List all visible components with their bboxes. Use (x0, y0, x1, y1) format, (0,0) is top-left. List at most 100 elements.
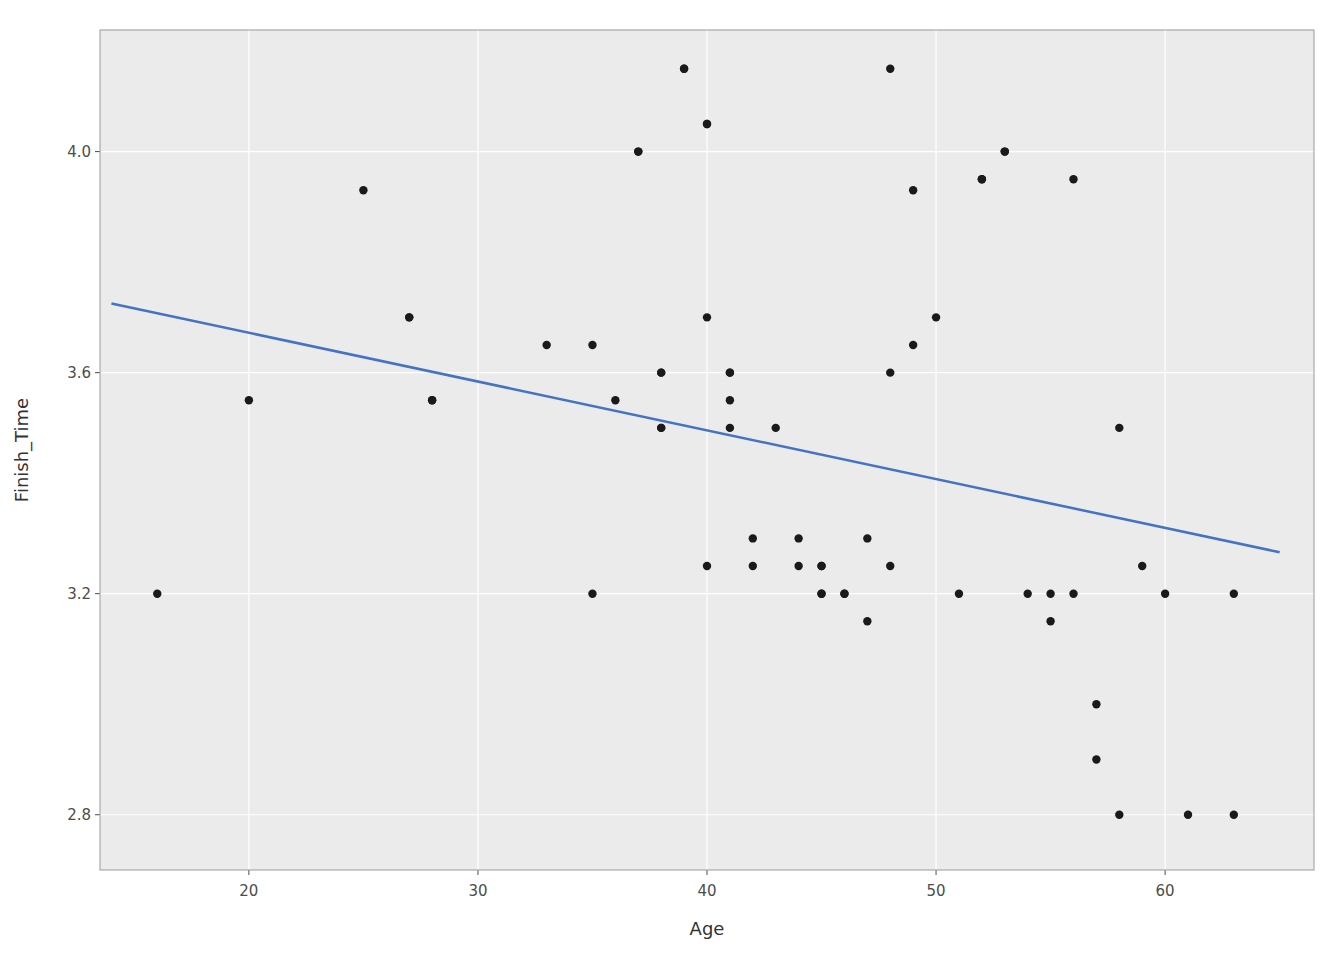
tick-mark (1165, 870, 1166, 875)
scatter-point (1184, 811, 1192, 819)
scatter-point (1092, 700, 1100, 708)
scatter-point (542, 341, 550, 349)
scatter-point (1230, 589, 1238, 597)
scatter-point (153, 589, 161, 597)
tick-label: 30 (468, 882, 487, 900)
scatter-point (1023, 589, 1031, 597)
scatter-point (863, 534, 871, 542)
scatter-point (245, 396, 253, 404)
scatter-point (817, 562, 825, 570)
scatter-point (703, 313, 711, 321)
scatter-point (1138, 562, 1146, 570)
scatter-point (703, 120, 711, 128)
grid-line (935, 30, 936, 870)
scatter-point (749, 562, 757, 570)
grid-line (100, 151, 1314, 152)
scatter-point (726, 396, 734, 404)
scatter-point (955, 589, 963, 597)
scatter-point (886, 368, 894, 376)
tick-mark (95, 151, 100, 152)
scatter-point (840, 589, 848, 597)
scatter-point (703, 562, 711, 570)
tick-mark (936, 870, 937, 875)
scatter-point (634, 147, 642, 155)
scatter-point (1069, 175, 1077, 183)
scatter-point (1161, 589, 1169, 597)
scatter-point (909, 186, 917, 194)
tick-mark (707, 870, 708, 875)
scatter-point (1092, 755, 1100, 763)
scatter-point (978, 175, 986, 183)
scatter-point (588, 341, 596, 349)
scatter-point (817, 562, 825, 570)
tick-label: 4.0 (67, 143, 91, 161)
scatter-point (909, 341, 917, 349)
scatter-point (1115, 811, 1123, 819)
plot-area (100, 30, 1314, 870)
grid-line (477, 30, 478, 870)
scatter-point (657, 424, 665, 432)
tick-mark (95, 814, 100, 815)
scatter-point (1046, 617, 1054, 625)
scatter-point (405, 313, 413, 321)
scatter-point (1001, 147, 1009, 155)
grid-line (1165, 30, 1166, 870)
scatter-point (794, 534, 802, 542)
axes: 20 30 40 50 60 2.8 3.2 3.6 4.0 (67, 143, 1175, 900)
tick-label: 3.2 (67, 585, 91, 603)
scatter-point (817, 589, 825, 597)
grid-line (248, 30, 249, 870)
tick-label: 60 (1156, 882, 1175, 900)
tick-label: 3.6 (67, 364, 91, 382)
scatter-point (657, 368, 665, 376)
grid-line (100, 814, 1314, 815)
tick-label: 2.8 (67, 806, 91, 824)
scatter-point (1046, 589, 1054, 597)
data-marks (111, 64, 1279, 818)
scatter-point (840, 589, 848, 597)
scatter-point (657, 424, 665, 432)
scatter-point (428, 396, 436, 404)
scatter-point (588, 589, 596, 597)
scatter-point (680, 64, 688, 72)
scatter-point (680, 64, 688, 72)
scatter-point (703, 120, 711, 128)
scatter-point (726, 424, 734, 432)
tick-label: 40 (697, 882, 716, 900)
scatter-point (657, 368, 665, 376)
scatter-point (863, 617, 871, 625)
scatter-point (1069, 589, 1077, 597)
scatter-point (726, 368, 734, 376)
x-axis-label: Age (690, 918, 725, 939)
scatter-point (726, 368, 734, 376)
scatter-point (359, 186, 367, 194)
scatter-point (886, 562, 894, 570)
tick-mark (95, 372, 100, 373)
scatter-point (1115, 424, 1123, 432)
scatter-point (817, 589, 825, 597)
regression-line (111, 304, 1279, 553)
scatter-point (1230, 811, 1238, 819)
scatter-point (794, 562, 802, 570)
tick-mark (477, 870, 478, 875)
scatter-point (611, 396, 619, 404)
tick-mark (248, 870, 249, 875)
tick-label: 20 (239, 882, 258, 900)
grid-line (706, 30, 707, 870)
grid-line (100, 372, 1314, 373)
scatter-point (886, 64, 894, 72)
scatter-point (428, 396, 436, 404)
grid-line (100, 593, 1314, 594)
scatter-point (932, 313, 940, 321)
tick-mark (95, 593, 100, 594)
chart: 20 30 40 50 60 2.8 3.2 3.6 4.0 Age Finish_Time (0, 0, 1344, 960)
grid (100, 30, 1314, 870)
scatter-point (634, 147, 642, 155)
scatter-point (772, 424, 780, 432)
y-axis-label: Finish_Time (11, 398, 33, 502)
plot-frame (100, 30, 1314, 870)
scatter-point (749, 534, 757, 542)
tick-label: 50 (927, 882, 946, 900)
scatter-point (978, 175, 986, 183)
scatter-point (1001, 147, 1009, 155)
